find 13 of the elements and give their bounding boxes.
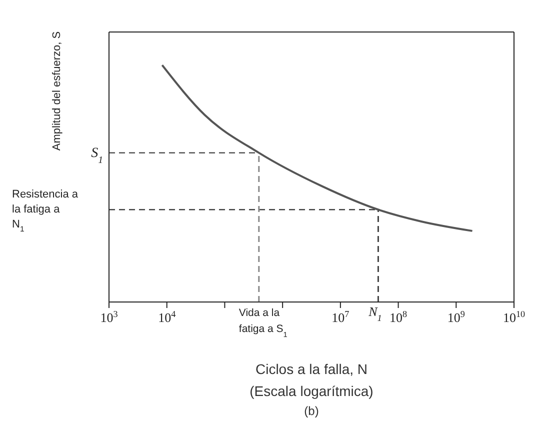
ref-line-label: S$_{1}$ (91, 146, 103, 166)
x-tick-label: 10$^{9}$ (447, 309, 466, 325)
ref-line-label: Resistencia a la fatiga a N$_{1}$ (12, 188, 79, 234)
text: (b) (303, 403, 320, 420)
x-axis-title: Ciclos a la falla, N (Escala logarítmica) (248, 360, 374, 401)
x-tick-label: 10$^{3}$ (100, 309, 118, 325)
y-axis-title: Amplitud del esfuerzo, S (51, 31, 63, 151)
x-tick-label: 10$^{10}$ (502, 309, 526, 325)
x-tick-label: 10$^{7}$ (332, 309, 350, 325)
ref-line-label: N$_{1}$ (368, 304, 382, 323)
x-tick-label: 10$^{4}$ (158, 309, 176, 325)
ref-line-label: Vida a la fatiga a S$_{1}$ (238, 307, 288, 338)
x-tick-label: 10$^{8}$ (390, 309, 408, 325)
